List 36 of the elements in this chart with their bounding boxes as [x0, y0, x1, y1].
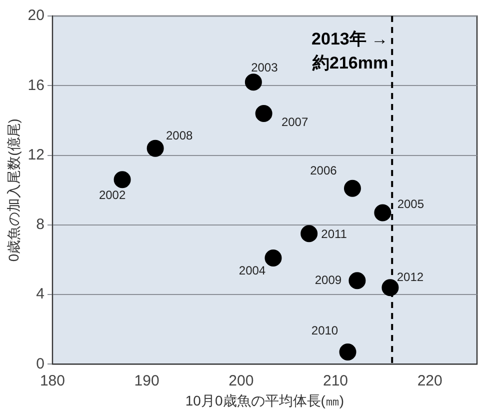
annotation: 2007: [281, 114, 308, 129]
y-tick-label: 4: [36, 286, 44, 303]
y-tick-label: 8: [36, 216, 44, 234]
point: [255, 104, 272, 122]
x-tick-label: 190: [134, 372, 160, 390]
y-tick-label: 16: [28, 76, 44, 94]
point: [339, 344, 356, 361]
annotation: 2009: [314, 272, 342, 287]
point: [382, 279, 399, 296]
x-tick-label: 200: [228, 372, 254, 390]
point: [344, 180, 361, 197]
annotation: 2002: [98, 188, 126, 202]
point: [374, 204, 392, 222]
point: [264, 250, 282, 266]
y-tick-label: 0: [36, 355, 44, 372]
annotation: 2011: [321, 226, 348, 241]
annotation: 2008: [166, 128, 193, 143]
point: [244, 74, 262, 91]
y-tick-label: 20: [28, 7, 44, 24]
point: [146, 140, 164, 157]
point: [300, 225, 318, 242]
x-axis-title: 10月0歳魚の平均体長(㎜): [185, 392, 344, 408]
x-tick-label: 180: [40, 372, 65, 390]
annotation: 2005: [397, 197, 424, 212]
x-tick-label: 210: [322, 372, 348, 390]
annotation: 2006: [310, 164, 338, 178]
point: [348, 272, 366, 290]
ref-line-label: 2013年 → 約216mm: [311, 30, 388, 73]
annotation: 2003: [251, 60, 278, 74]
x-tick-label: 220: [417, 372, 442, 390]
y-axis-title: 0歳魚の加入尾数(億尾): [5, 118, 22, 262]
y-tick-label: 12: [28, 146, 44, 164]
annotation: 2004: [238, 263, 266, 278]
annotation: 2010: [311, 323, 338, 338]
point: [114, 171, 131, 188]
annotation: 2012: [396, 270, 424, 284]
